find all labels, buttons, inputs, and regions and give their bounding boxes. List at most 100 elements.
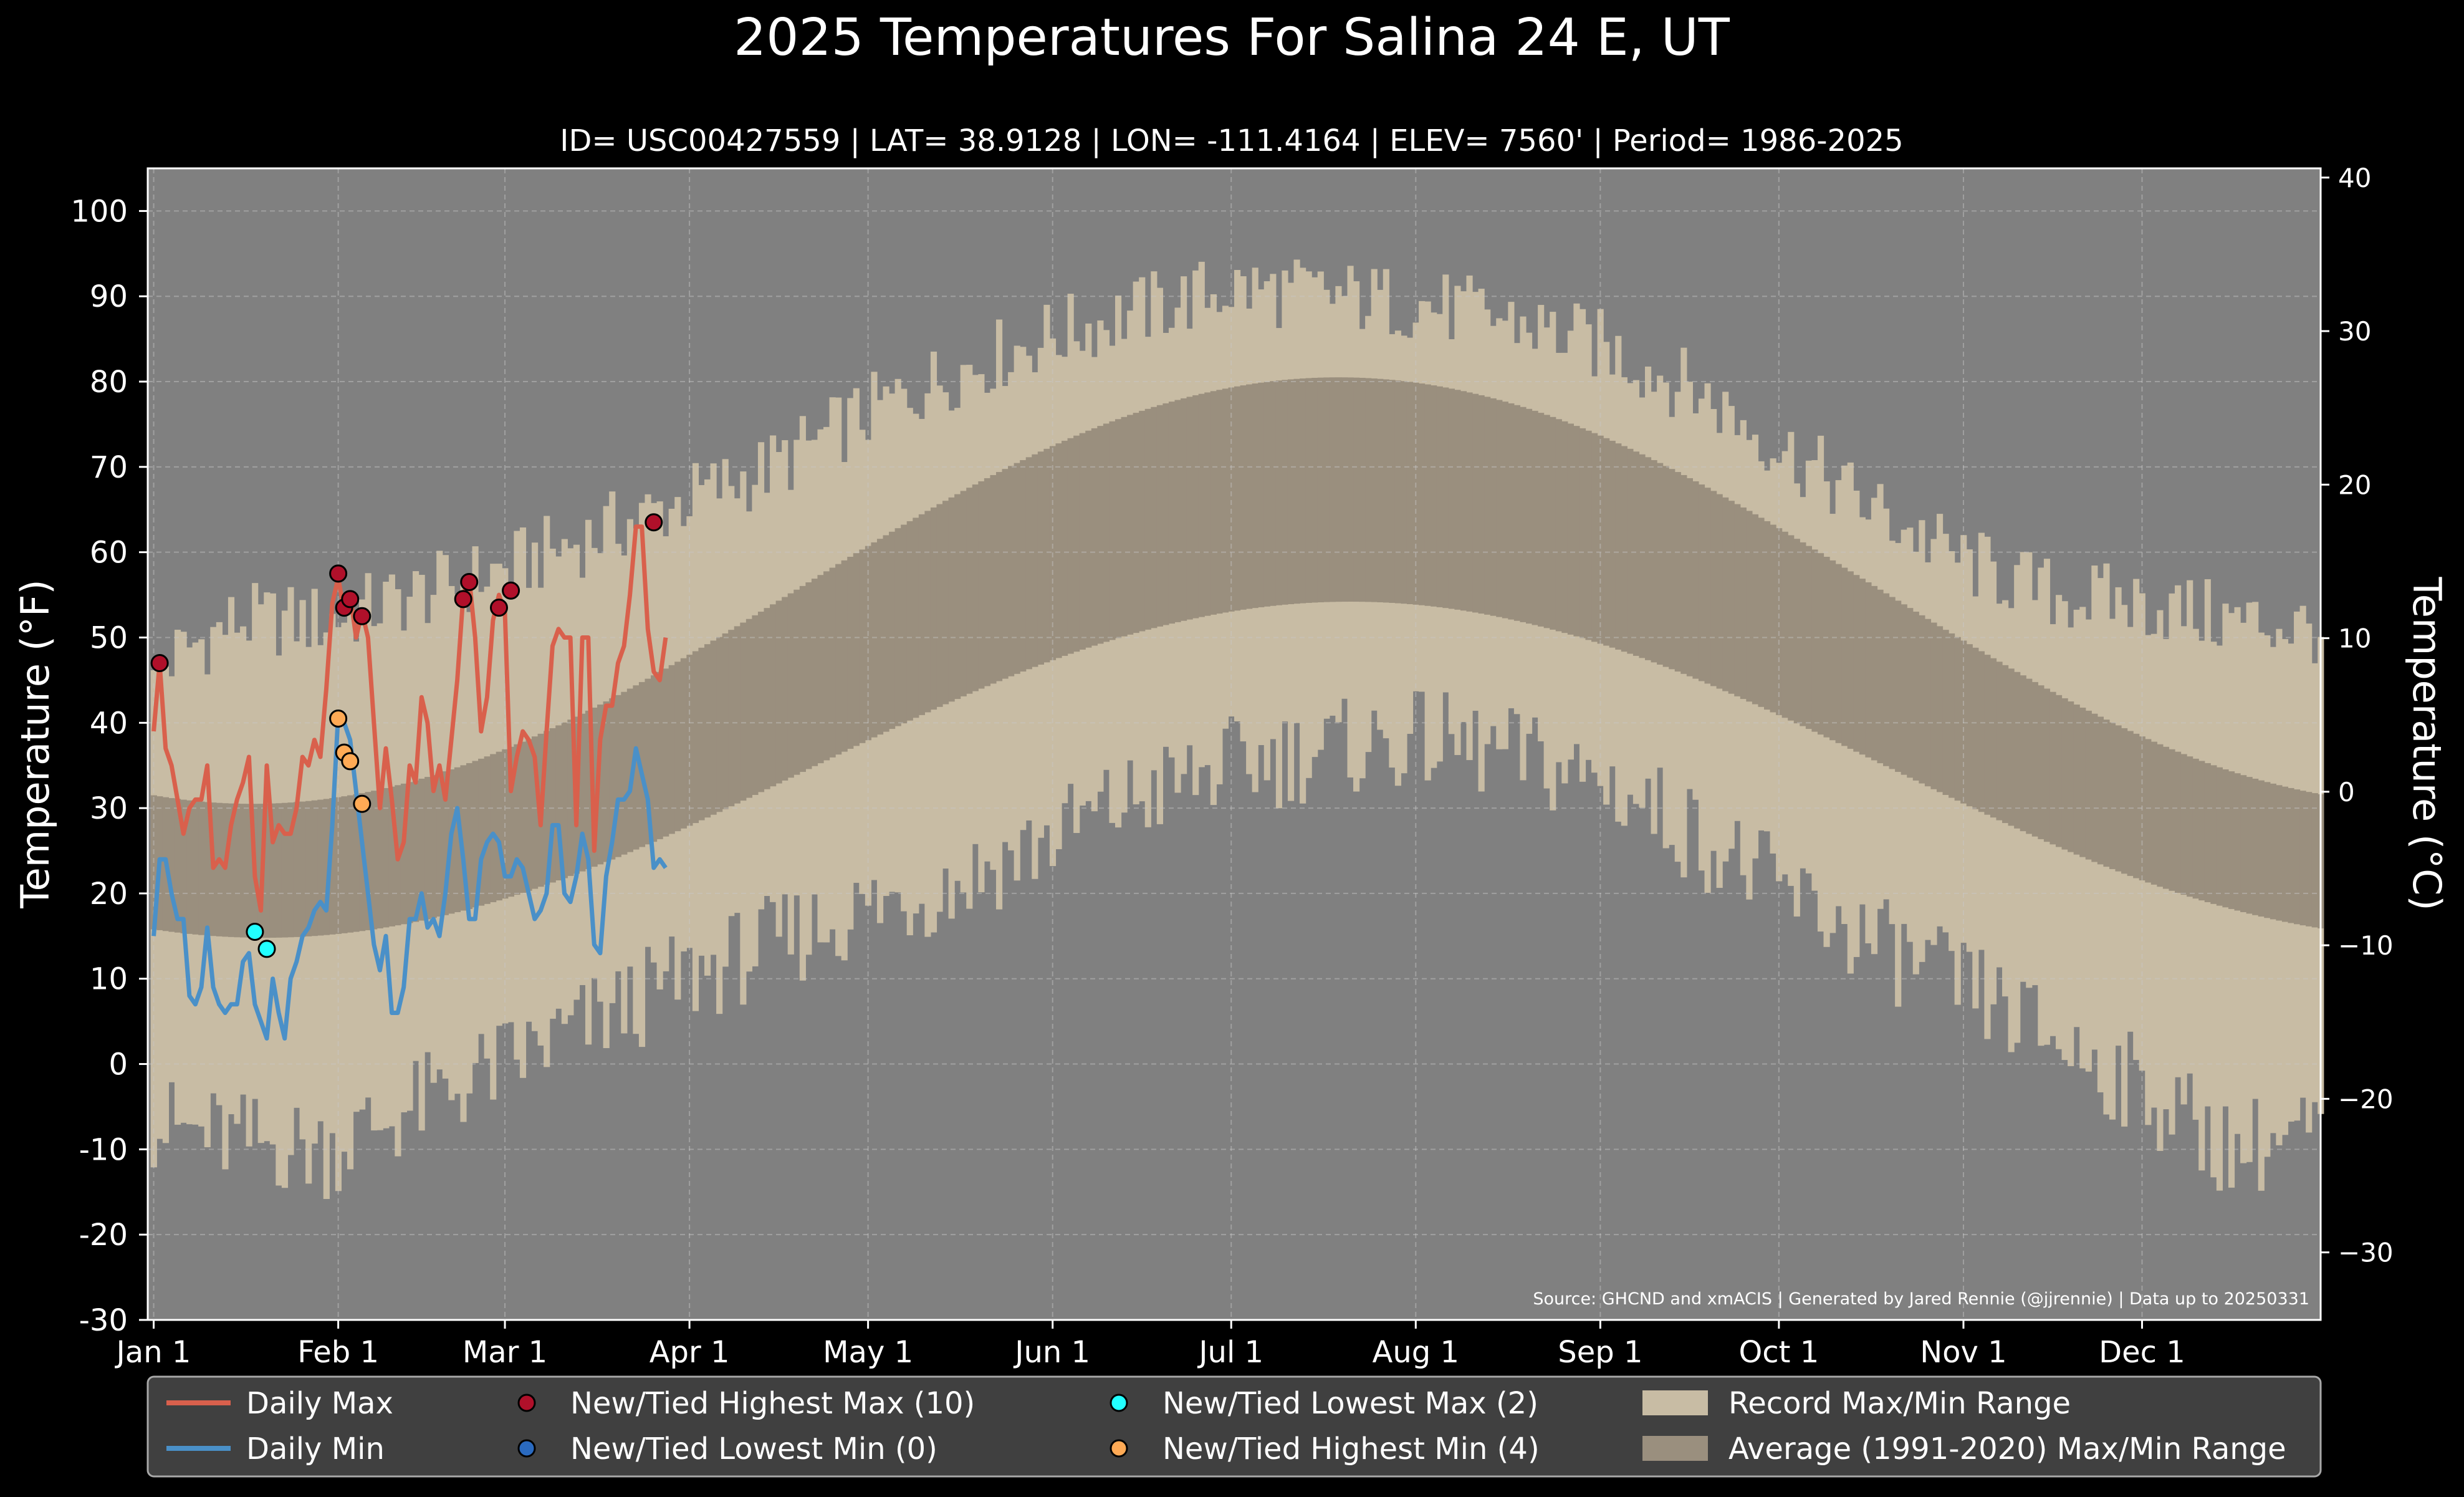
average-range-bar [621, 691, 628, 855]
legend-swatch-dot [517, 1394, 536, 1412]
y-tick-label-left: 50 [90, 620, 128, 655]
average-range-bar [1942, 630, 1949, 795]
average-range-bar [168, 798, 175, 932]
average-range-bar [532, 736, 539, 889]
average-range-bar [1359, 378, 1366, 602]
average-range-bar [686, 655, 693, 826]
average-range-bar [1936, 626, 1944, 792]
average-range-bar [930, 507, 937, 710]
average-range-bar [1532, 410, 1538, 625]
average-range-bar [2133, 733, 2140, 878]
average-range-bar [859, 549, 866, 743]
average-range-bar [1752, 514, 1759, 705]
average-range-bar [1615, 443, 1622, 650]
average-range-bar [876, 539, 884, 735]
average-range-bar [638, 681, 646, 847]
average-range-bar [561, 722, 568, 878]
average-range-bar [1300, 378, 1306, 604]
average-range-bar [1258, 382, 1265, 607]
average-range-bar [549, 728, 556, 883]
record-range-bar [2109, 619, 2116, 1120]
average-range-bar [1234, 386, 1241, 611]
average-range-bar [1329, 377, 1336, 602]
average-range-bar [1949, 633, 1955, 798]
average-range-bar [2258, 780, 2265, 917]
average-range-bar [2162, 746, 2170, 889]
average-range-bar [2246, 777, 2253, 914]
average-range-bar [1823, 557, 1830, 738]
y-tick-label-left: 80 [90, 365, 128, 400]
average-range-bar [2169, 749, 2175, 891]
average-range-bar [871, 542, 878, 738]
average-range-bar [1722, 497, 1729, 691]
average-range-bar [995, 472, 1003, 681]
average-range-bar [1895, 600, 1902, 773]
y-tick-label-right: 10 [2338, 623, 2371, 654]
average-range-bar [1275, 380, 1283, 605]
average-range-bar [835, 564, 842, 755]
y-tick-label-right: −10 [2338, 930, 2394, 961]
average-range-bar [1680, 474, 1687, 674]
y-tick-label-left: 60 [90, 536, 128, 570]
average-range-bar [645, 678, 651, 845]
average-range-bar [2061, 698, 2068, 850]
record-markers [150, 513, 663, 958]
average-range-bar [299, 801, 306, 937]
average-range-bar [507, 746, 514, 897]
highest-max-marker [502, 581, 520, 600]
average-range-bar [1567, 423, 1574, 635]
average-range-bar [1841, 567, 1848, 746]
average-range-bar [1406, 382, 1414, 605]
average-range-bar [728, 630, 735, 807]
average-range-bar [1817, 553, 1824, 735]
average-range-bar [383, 787, 390, 928]
average-range-bar [490, 754, 497, 903]
average-range-bar [1210, 391, 1217, 615]
legend-box [146, 1375, 2322, 1478]
average-range-bar [2198, 761, 2205, 901]
average-range-bar [817, 575, 824, 764]
highest-max-marker [489, 599, 508, 617]
average-range-bars [150, 377, 2324, 938]
average-range-bar [1669, 469, 1675, 670]
x-tick-label: May 1 [823, 1335, 913, 1370]
average-range-bar [1311, 378, 1318, 603]
average-range-bar [698, 647, 705, 821]
average-range-bar [1127, 415, 1134, 635]
average-range-bar [406, 782, 413, 923]
average-range-bar [1109, 421, 1116, 640]
legend-label: Average (1991-2020) Max/Min Range [1728, 1432, 2286, 1466]
lowest-max-marker [246, 922, 264, 941]
record-range-bar [2008, 608, 2015, 1052]
average-range-bar [1710, 491, 1717, 686]
x-tick-label: Feb 1 [297, 1335, 379, 1370]
average-range-bar [2109, 722, 2116, 869]
y-tick-label-left: 40 [90, 706, 128, 741]
average-range-bar [1383, 379, 1389, 603]
y-tick-label-left: 70 [90, 450, 128, 485]
legend: Daily Max Daily Min New/Tied Highest Max (… [146, 1375, 2322, 1478]
average-range-bar [1490, 398, 1497, 616]
average-range-bar [2204, 763, 2211, 903]
average-range-bar [484, 756, 491, 904]
average-range-bar [1520, 407, 1527, 622]
average-range-bar [186, 800, 193, 934]
average-range-bar [1419, 383, 1426, 605]
average-range-bar [567, 720, 574, 876]
legend-label: Record Max/Min Range [1728, 1386, 2071, 1421]
average-range-bar [1788, 535, 1795, 721]
average-range-bar [609, 698, 616, 860]
average-range-bar [2264, 782, 2271, 918]
average-range-bar [2115, 725, 2122, 872]
average-range-bar [889, 531, 896, 729]
average-range-bar [972, 484, 979, 691]
average-range-bar [2234, 773, 2241, 911]
average-range-bar [2038, 685, 2045, 839]
average-range-bar [1550, 416, 1556, 630]
average-range-bar [1889, 597, 1896, 769]
average-range-bar [1972, 647, 1979, 809]
plot-frame [146, 167, 2322, 1321]
average-range-bar [1716, 494, 1723, 689]
average-range-bar [1573, 426, 1580, 637]
average-range-bar [1496, 400, 1503, 617]
